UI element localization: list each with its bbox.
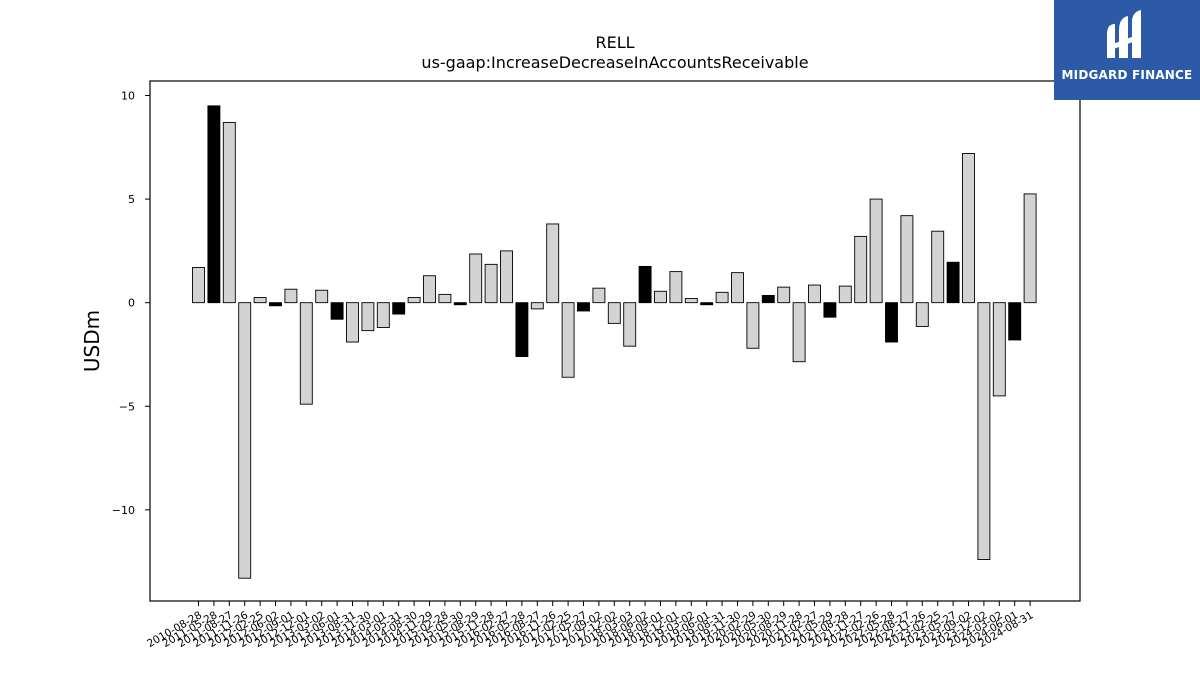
logo-mark-icon [1107, 10, 1141, 58]
bar-2011-11-26 [238, 302, 252, 579]
bar-2017-12-02 [607, 302, 621, 324]
x-axis-ticks: 2010-08-282011-05-282011-08-272011-11-26… [145, 601, 1036, 650]
y-axis-label: USDm [80, 310, 104, 372]
chart-title: RELL [595, 33, 634, 52]
bar-2024-03-02 [992, 302, 1006, 397]
bar-2021-05-29 [823, 302, 837, 318]
y-tick-label: 5 [128, 193, 135, 206]
y-tick-label: 0 [128, 297, 135, 310]
bar-2016-11-26 [546, 223, 560, 304]
bar-2012-12-01 [299, 302, 313, 405]
bar-2011-05-28 [207, 105, 221, 304]
bar-2024-06-01 [1008, 302, 1022, 341]
y-tick-label: 10 [121, 90, 135, 103]
bar-2013-06-01 [330, 302, 344, 320]
bar-2015-08-29 [469, 253, 483, 304]
bar-2019-03-02 [684, 298, 698, 304]
bar-2021-02-27 [808, 284, 821, 304]
bar-2018-03-03 [623, 302, 637, 347]
bar-2014-11-29 [423, 275, 436, 304]
bar-2022-08-27 [900, 215, 914, 304]
bar-2016-08-27 [530, 302, 544, 310]
bar-2022-11-26 [915, 302, 929, 327]
bar-2019-06-01 [700, 302, 714, 306]
chart-subtitle: us-gaap:IncreaseDecreaseInAccountsReceiv… [421, 53, 808, 72]
y-axis-ticks: 10 5 0 −5 −10 [112, 90, 150, 517]
bar-2024-08-31 [1023, 193, 1037, 304]
bar-2012-09-01 [284, 288, 298, 304]
bar-2015-11-28 [484, 263, 498, 304]
bar-2019-11-30 [731, 272, 744, 304]
bar-2018-12-01 [669, 271, 683, 304]
bar-2018-06-02 [638, 265, 652, 304]
bar-2015-05-30 [453, 302, 467, 306]
bar-2014-08-30 [407, 297, 421, 304]
bar-2013-03-02 [315, 289, 329, 304]
bar-2020-05-30 [761, 294, 775, 304]
bar-2020-08-29 [777, 286, 791, 304]
bar-2020-02-29 [746, 302, 760, 349]
bar-2016-05-28 [515, 302, 529, 357]
bar-2014-03-01 [376, 302, 390, 328]
bar-2023-09-02 [962, 153, 975, 304]
bar-2012-02-25 [253, 297, 267, 304]
bar-2013-08-31 [346, 302, 359, 343]
brand-logo: MIDGARD FINANCE [1054, 0, 1200, 100]
bar-2017-05-27 [577, 302, 590, 312]
bar-2021-08-28 [838, 285, 852, 304]
bar-2012-06-02 [269, 302, 282, 307]
bar-2015-02-28 [438, 293, 452, 304]
brand-name: MIDGARD FINANCE [1061, 68, 1193, 82]
bar-2017-02-25 [561, 302, 575, 378]
plot-frame [149, 80, 1081, 602]
bar-2020-11-28 [792, 302, 806, 363]
bar-2017-09-02 [592, 287, 606, 304]
bar-2013-11-30 [361, 302, 375, 332]
bar-2014-05-31 [392, 302, 406, 315]
bar-2010-08-28 [192, 267, 205, 304]
bar-2011-08-27 [222, 121, 236, 304]
y-tick-label: −10 [112, 504, 135, 517]
bar-2023-05-27 [946, 261, 960, 304]
y-tick-label: −5 [119, 400, 135, 413]
bar-2022-05-28 [885, 302, 898, 343]
bar-2023-12-02 [977, 302, 991, 561]
bar-2016-02-27 [500, 250, 513, 304]
bar-2023-02-25 [931, 230, 945, 304]
bar-2021-11-27 [854, 235, 868, 304]
bar-2022-02-26 [869, 198, 883, 304]
bars-group [192, 105, 1037, 579]
bar-2019-08-31 [715, 291, 729, 304]
bar-2018-09-01 [654, 290, 667, 304]
